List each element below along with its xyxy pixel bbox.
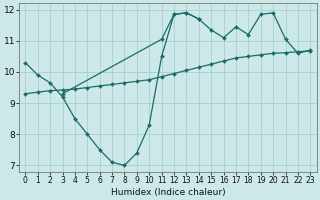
X-axis label: Humidex (Indice chaleur): Humidex (Indice chaleur) bbox=[110, 188, 225, 197]
